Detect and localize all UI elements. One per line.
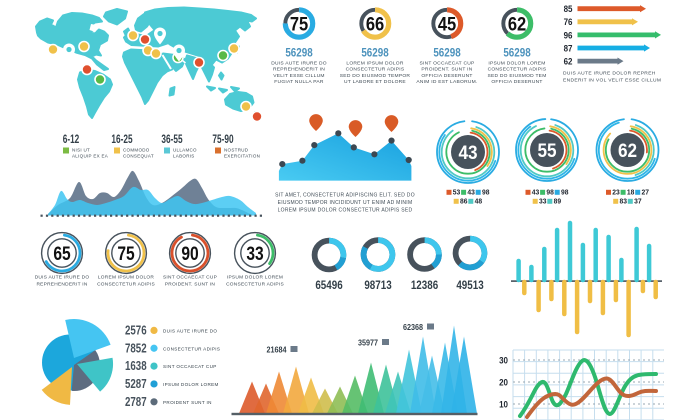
svg-text:62: 62 <box>564 56 573 67</box>
svg-text:83: 83 <box>620 197 628 205</box>
svg-text:OFFICIA DESERUNT: OFFICIA DESERUNT <box>491 79 542 85</box>
svg-text:CONSECTETUR ADIPIS: CONSECTETUR ADIPIS <box>488 67 547 73</box>
svg-text:SED DO EIUSMOD TEM: SED DO EIUSMOD TEM <box>487 73 546 79</box>
svg-text:2787: 2787 <box>125 396 147 410</box>
svg-text:75: 75 <box>290 13 308 34</box>
svg-text:EXERCITATION: EXERCITATION <box>224 154 260 159</box>
svg-text:65496: 65496 <box>315 279 342 292</box>
svg-text:1638: 1638 <box>125 360 147 374</box>
svg-text:10: 10 <box>499 399 508 410</box>
svg-text:98: 98 <box>482 188 490 196</box>
svg-text:REPREHENDERIT IN: REPREHENDERIT IN <box>273 67 325 73</box>
svg-text:43: 43 <box>458 141 477 163</box>
svg-text:REPREHENDERIT IN: REPREHENDERIT IN <box>36 282 87 288</box>
svg-text:87: 87 <box>564 43 573 54</box>
svg-text:45: 45 <box>438 13 456 34</box>
svg-text:CONSEQUAT: CONSEQUAT <box>123 154 154 159</box>
svg-text:98: 98 <box>546 188 554 196</box>
svg-text:56298: 56298 <box>433 47 460 60</box>
svg-text:55: 55 <box>537 139 556 161</box>
svg-text:SINT OCCAECAT CUP: SINT OCCAECAT CUP <box>163 364 217 369</box>
svg-text:ULLAMCO: ULLAMCO <box>173 148 197 153</box>
svg-text:62: 62 <box>618 139 637 161</box>
svg-text:CONSECTETUR ADIPIS: CONSECTETUR ADIPIS <box>163 346 220 351</box>
svg-text:DUIS AUTE IRURE DOLOR REPREH: DUIS AUTE IRURE DOLOR REPREH <box>563 71 656 77</box>
svg-text:56298: 56298 <box>361 47 388 60</box>
svg-text:CONSECTETUR ADIPIS: CONSECTETUR ADIPIS <box>346 67 405 73</box>
svg-text:VELIT ESSE CILLUM: VELIT ESSE CILLUM <box>273 73 324 79</box>
svg-text:COMMODO: COMMODO <box>123 148 150 153</box>
svg-text:LABORIS: LABORIS <box>173 154 195 159</box>
svg-text:43: 43 <box>532 188 540 196</box>
svg-text:37: 37 <box>634 197 642 205</box>
svg-text:98713: 98713 <box>364 279 391 292</box>
svg-text:IPSUM DOLOR LOREM: IPSUM DOLOR LOREM <box>227 275 283 281</box>
svg-text:96: 96 <box>564 30 573 41</box>
svg-text:27: 27 <box>642 188 650 196</box>
svg-text:NOSTRUD: NOSTRUD <box>224 148 249 153</box>
svg-text:75-90: 75-90 <box>212 134 234 147</box>
svg-text:SINT OCCAECAT CUP: SINT OCCAECAT CUP <box>163 275 217 281</box>
svg-text:76: 76 <box>564 17 573 28</box>
svg-text:SIT AMET, CONSECTETUR ADIPISCI: SIT AMET, CONSECTETUR ADIPISCING ELIT. S… <box>275 193 415 199</box>
svg-text:IPSUM DOLOR LOREM: IPSUM DOLOR LOREM <box>163 382 219 387</box>
svg-text:98: 98 <box>561 188 569 196</box>
svg-text:90: 90 <box>181 242 199 264</box>
svg-text:53: 53 <box>453 188 461 196</box>
svg-text:UT LABORE ET DOLORE: UT LABORE ET DOLORE <box>344 79 406 85</box>
svg-text:21684: 21684 <box>266 345 287 354</box>
svg-text:48: 48 <box>475 197 483 205</box>
svg-text:FUGIAT NULLA PAR: FUGIAT NULLA PAR <box>274 79 324 85</box>
svg-text:56298: 56298 <box>503 47 530 60</box>
svg-text:7852: 7852 <box>125 342 147 356</box>
svg-text:SED DO EIUSMOD TEMPOR: SED DO EIUSMOD TEMPOR <box>340 73 411 79</box>
svg-text:6-12: 6-12 <box>63 134 80 147</box>
svg-text:CONSECTETUR ADIPIS: CONSECTETUR ADIPIS <box>97 282 155 288</box>
svg-text:DUIS AUTE IRURE DO: DUIS AUTE IRURE DO <box>271 61 327 67</box>
svg-text:DUIS AUTE IRURE DO: DUIS AUTE IRURE DO <box>163 328 217 333</box>
svg-text:36-55: 36-55 <box>161 134 183 147</box>
svg-text:SINT OCCAECAT CUP: SINT OCCAECAT CUP <box>419 61 474 67</box>
svg-text:62: 62 <box>508 13 526 34</box>
svg-text:16-25: 16-25 <box>111 134 133 147</box>
svg-text:85: 85 <box>564 3 573 14</box>
svg-text:IPSUM DOLOR LOREM: IPSUM DOLOR LOREM <box>488 61 545 67</box>
svg-text:65: 65 <box>53 242 71 264</box>
svg-text:NISI UT: NISI UT <box>72 148 90 153</box>
svg-text:PROIDENT. SUNT IN: PROIDENT. SUNT IN <box>421 67 472 73</box>
svg-text:30: 30 <box>499 355 508 366</box>
svg-text:35977: 35977 <box>358 338 378 347</box>
svg-text:18: 18 <box>627 188 635 196</box>
svg-text:66: 66 <box>366 13 384 34</box>
svg-text:33: 33 <box>539 197 547 205</box>
svg-text:LOREM IPSUM DOLOR: LOREM IPSUM DOLOR <box>98 275 155 281</box>
svg-text:CONSECTETUR ADIPIS: CONSECTETUR ADIPIS <box>226 282 284 288</box>
svg-text:75: 75 <box>117 242 135 264</box>
svg-text:33: 33 <box>246 242 264 264</box>
svg-text:23: 23 <box>612 188 620 196</box>
svg-text:PROIDENT. SUNT IN: PROIDENT. SUNT IN <box>165 282 216 288</box>
svg-text:89: 89 <box>554 197 562 205</box>
svg-text:ANIM ID EST LABORUM.: ANIM ID EST LABORUM. <box>416 79 477 85</box>
svg-text:PROIDENT SUNT IN: PROIDENT SUNT IN <box>163 400 212 405</box>
svg-text:ENDERIT IN VOL VELIT ESSE CILL: ENDERIT IN VOL VELIT ESSE CILLUM <box>563 78 661 84</box>
svg-text:DUIS AUTE IRURE DO: DUIS AUTE IRURE DO <box>35 275 90 281</box>
svg-text:62368: 62368 <box>403 323 423 332</box>
svg-text:OFFICIA DESERUNT: OFFICIA DESERUNT <box>421 73 472 79</box>
svg-text:ALIQUIP EX EA: ALIQUIP EX EA <box>72 154 108 159</box>
svg-text:12386: 12386 <box>411 279 438 292</box>
svg-text:56298: 56298 <box>285 47 312 60</box>
svg-text:86: 86 <box>460 197 468 205</box>
svg-text:43: 43 <box>467 188 475 196</box>
svg-text:2576: 2576 <box>125 324 147 338</box>
svg-text:EIUSMOD TEMPOR INCIDIDUNT UT E: EIUSMOD TEMPOR INCIDIDUNT UT ENIM AD MIN… <box>278 200 413 206</box>
svg-text:LOREM IPSUM DOLOR CONSECTETUR: LOREM IPSUM DOLOR CONSECTETUR ADIPIS SED <box>278 208 413 214</box>
svg-text:20: 20 <box>499 377 508 388</box>
svg-text:LOREM IPSUM DOLOR: LOREM IPSUM DOLOR <box>346 61 403 67</box>
svg-text:5287: 5287 <box>125 378 147 392</box>
svg-text:49513: 49513 <box>456 279 483 292</box>
